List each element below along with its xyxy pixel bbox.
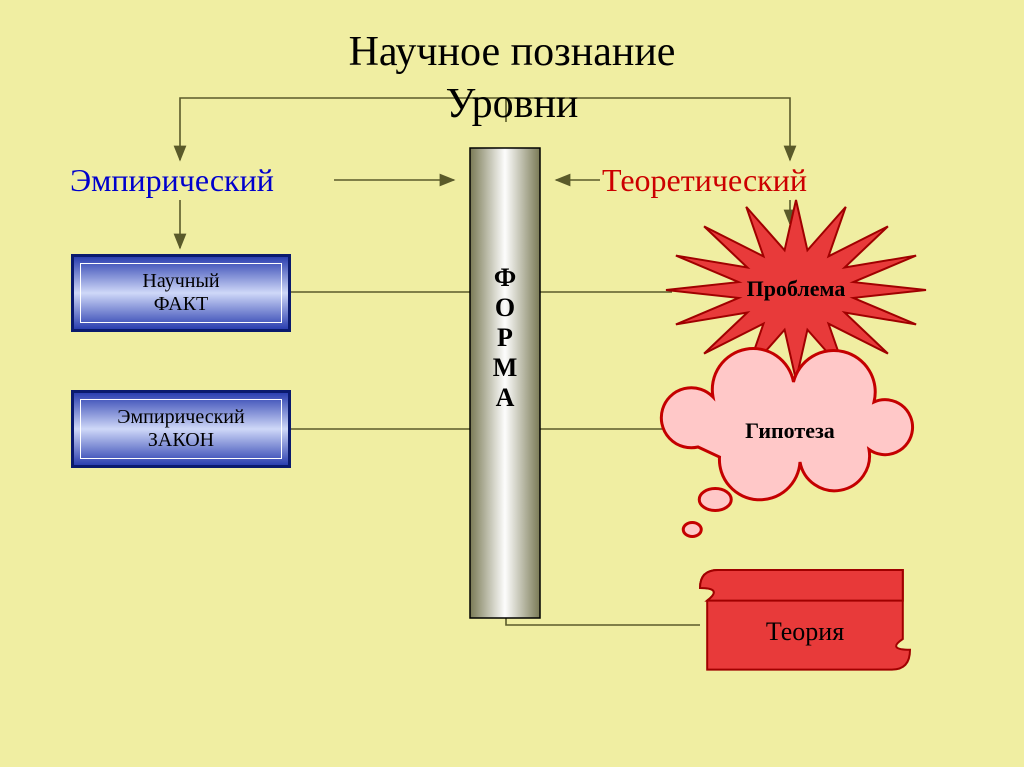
theory-label: Теория <box>700 617 910 647</box>
box-line: ЗАКОН <box>148 429 214 452</box>
subtitle: Уровни <box>0 80 1024 128</box>
box-line: Научный <box>142 270 219 293</box>
blue-box-0: НаучныйФАКТ <box>71 254 291 332</box>
right-branch-label: Теоретический <box>602 162 807 199</box>
problem-label: Проблема <box>726 276 866 302</box>
blue-box-1: ЭмпирическийЗАКОН <box>71 390 291 468</box>
theory-text: Теория <box>766 617 844 646</box>
problem-text: Проблема <box>747 276 846 301</box>
left-branch-label: Эмпирический <box>70 162 274 199</box>
box-line: Эмпирический <box>117 406 244 429</box>
column-letter: А <box>496 383 515 413</box>
right-branch-text: Теоретический <box>602 162 807 198</box>
title-text: Научное познание <box>349 29 676 75</box>
column-letter: Р <box>497 323 513 353</box>
diagram-canvas: Научное познание Уровни Эмпирический Тео… <box>0 0 1024 767</box>
hypothesis-text: Гипотеза <box>745 418 835 443</box>
hypothesis-label: Гипотеза <box>720 418 860 444</box>
column-letter: О <box>495 293 515 323</box>
left-branch-text: Эмпирический <box>70 162 274 198</box>
main-title: Научное познание <box>0 28 1024 76</box>
column-letters: ФОРМА <box>470 238 540 438</box>
column-letter: М <box>493 353 518 383</box>
box-line: ФАКТ <box>154 293 209 316</box>
subtitle-text: Уровни <box>446 81 579 127</box>
column-letter: Ф <box>494 263 516 293</box>
